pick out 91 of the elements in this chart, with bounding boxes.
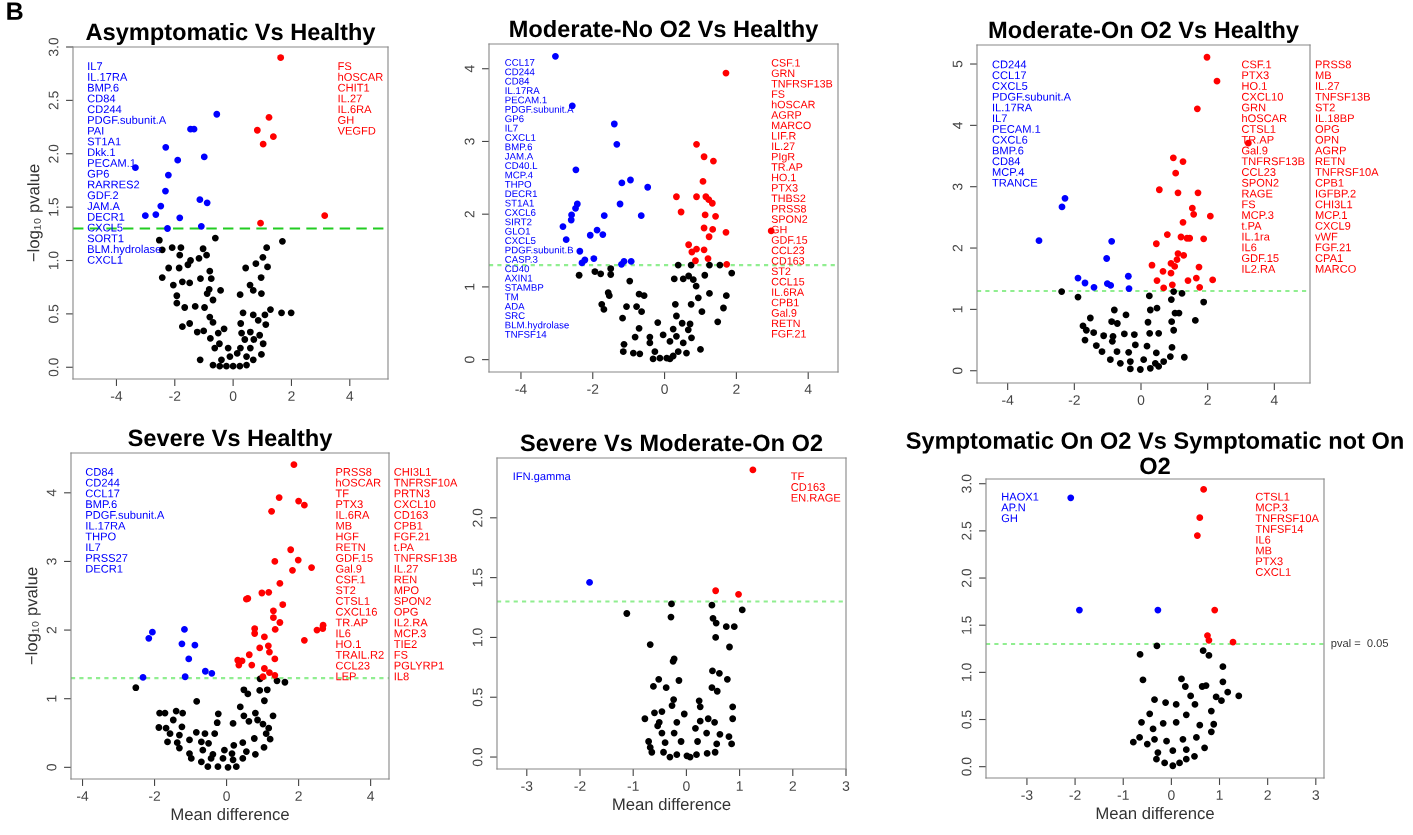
y-tick-label: 2 [46,626,57,634]
x-tick-label: -2 [587,384,599,394]
text: B [7,2,23,20]
y-tick-label: 4 [952,121,963,129]
x-tick-label: 0 [229,391,237,402]
y-tick-label: 0.0 [961,757,972,776]
x-tick-label: -2 [1069,790,1081,800]
x-tick-label: 3 [1312,790,1320,801]
chart-title: Moderate-No O2 Vs Healthy [510,19,819,42]
y-tick-label: 1 [952,306,963,313]
y-tick-label: 2 [464,211,475,218]
y-tick-label: 0 [46,764,57,771]
chart-title: Asymptomatic Vs Healthy [86,22,376,45]
y-tick-label: 4 [464,65,475,73]
x-tick-label: -4 [110,391,123,401]
annotation: HAOX1 AP.N GH [1001,492,1039,523]
x-tick-label: 2 [789,781,796,791]
y-axis-title: −log₁₀ pvalue [25,567,41,665]
annotation: CTSL1 MCP.3 TNFRSF10A TNFSF14 IL6 MB PTX3 CXCL1 [1255,492,1319,576]
x-axis-title: Mean difference [613,797,731,811]
y-tick-label: 2.0 [48,144,59,163]
y-tick-label: 1.0 [472,628,483,647]
y-tick-label: 0.5 [48,304,59,323]
x-tick-label: 0 [661,384,668,395]
y-tick-label: 2.0 [472,508,483,527]
y-tick-label: 1.5 [961,616,972,634]
x-axis-title: Mean difference [1096,806,1214,820]
y-tick-label: 3.0 [961,474,972,493]
x-tick-label: 4 [1270,395,1278,405]
y-tick-label: 0.0 [48,358,59,377]
y-tick-label: 1.5 [48,198,59,216]
x-tick-label: -4 [1002,395,1014,405]
y-tick-label: 2.0 [961,568,972,587]
x-tick-label: -1 [1117,790,1129,800]
x-tick-label: -2 [1068,395,1080,405]
x-tick-label: -1 [627,781,639,791]
y-tick-label: 2.5 [961,521,972,540]
y-tick-label: 1 [464,283,475,290]
y-tick-label: 0 [464,356,475,363]
chart-title: Symptomatic On O2 Vs Symptomatic not On O2 [906,431,1403,475]
text: CSF.1 PTX3 HO.1 CXCL10 GRN hOSCAR CTSL1 TR.AP Gal.9 TNFRSF13B CCL23 SPON2 RAGE FS MCP.3 t.PA IL.1ra IL6 GDF.15 IL2.RA PRSS8 MB IL.27 TNFSF13B ST2 IL.18BP OPG OPN AGRP RETN TNFRSF10A CPB1 IGFBP.2 CHI3L1 MCP.1 CXCL9 vWF FGF.21 CPA1 MARCO [1241,60,1379,273]
x-tick-label: 0 [1168,790,1175,801]
y-tick-label: 2.5 [48,91,59,110]
x-tick-label: -4 [76,791,89,801]
x-tick-label: -4 [515,384,527,394]
text: CD84 CD244 CCL17 BMP.6 PDGF.subunit.A IL.17RA THPO IL7 PRSS27 DECR1 [85,467,165,573]
annotation: FS hOSCAR CHIT1 IL.27 IL.6RA GH VEGFD [337,62,383,135]
x-tick-label: 1 [736,781,743,791]
chart-title: Severe Vs Healthy [128,428,333,451]
x-tick-label: 2 [1204,395,1211,405]
x-tick-label: 1 [1216,790,1223,800]
y-tick-label: 2 [952,244,963,252]
y-tick-label: 4 [46,489,57,497]
x-tick-label: -2 [574,781,586,791]
y-tick-label: 1.0 [48,251,59,270]
x-tick-label: -3 [1021,790,1033,801]
chart-title: Moderate-On O2 Vs Healthy [989,20,1299,43]
x-tick-label: 2 [1264,790,1271,800]
x-tick-label: 4 [346,391,354,401]
y-tick-label: 3 [952,183,963,191]
x-tick-label: 3 [842,781,850,792]
y-tick-label: 0.5 [472,688,483,707]
y-tick-label: 3.0 [48,37,59,57]
text: CD244 CCL17 CXCL5 PDGF.subunit.A IL.17RA IL7 PECAM.1 CXCL6 BMP.6 CD84 MCP.4 TRANCE [992,60,1072,187]
x-tick-label: 0 [683,781,690,792]
text: PRSS8 hOSCAR TF PTX3 IL.6RA MB HGF RETN GDF.15 Gal.9 CSF.1 ST2 CTSL1 CXCL16 TR.AP IL6 HO.1 TRAIL.R2 CCL23 LEP CHI3L1 TNFRSF10A PRTN3 CXCL10 CD163 CPB1 FGF.21 t.PA TNFRSF13B IL.27 REN MPO SPON2 OPG IL2.RA MCP.3 TIE2 FS PGLYRP1 IL8 [335,467,458,681]
y-tick-label: 1.0 [961,663,972,681]
y-tick-label: 3 [46,558,57,565]
x-tick-label: 2 [295,791,302,801]
y-tick-label: 0.0 [472,747,483,767]
x-axis-title: Mean difference [171,807,289,821]
y-tick-label: 3 [464,138,475,145]
x-tick-label: 0 [1137,395,1145,406]
x-tick-label: -2 [169,391,181,401]
y-axis-title: −log₁₀ pvalue [27,164,43,262]
chart-title: Severe Vs Moderate-On O2 [520,433,823,452]
text: pval = 0.05 [1331,638,1389,650]
x-tick-label: 2 [733,384,740,394]
y-tick-label: 0.5 [961,710,972,729]
x-tick-label: 4 [804,384,812,394]
y-tick-label: 1.5 [472,568,483,587]
x-tick-label: 0 [223,791,230,802]
y-tick-label: 1 [46,695,57,702]
x-tick-label: 2 [288,391,295,401]
y-tick-label: 0 [952,367,963,375]
annotation: IFN.gamma [513,472,571,483]
x-tick-label: 4 [367,791,375,801]
y-tick-label: 5 [952,60,963,68]
x-tick-label: -2 [148,791,161,801]
x-tick-label: -3 [521,781,533,792]
annotation: TF CD163 EN.RAGE [791,472,841,502]
